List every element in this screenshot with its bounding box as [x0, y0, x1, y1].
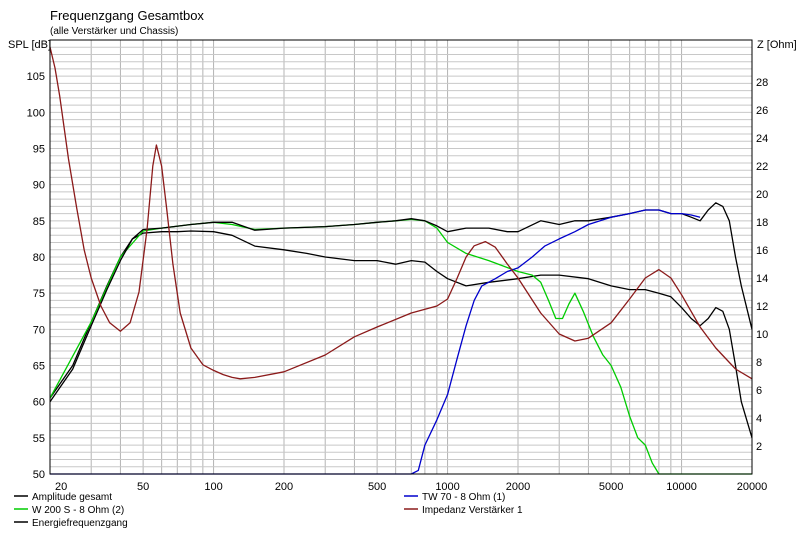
- y2-tick-label: 4: [756, 413, 762, 425]
- x-tick-label: 20: [55, 481, 67, 493]
- y-tick-label: 95: [33, 144, 45, 156]
- x-tick-label: 50: [137, 481, 149, 493]
- y-tick-label: 105: [27, 71, 45, 83]
- x-tick-label: 2000: [506, 481, 530, 493]
- x-tick-label: 1000: [435, 481, 459, 493]
- series-line-2: [49, 218, 752, 475]
- y2-tick-label: 2: [756, 441, 762, 453]
- x-tick-label: 200: [275, 481, 293, 493]
- y-tick-label: 100: [27, 107, 45, 119]
- series-line-4: [50, 209, 701, 475]
- legend-label: Impedanz Verstärker 1: [422, 505, 523, 516]
- y-tick-label: 55: [33, 433, 45, 445]
- y-tick-label: 75: [33, 288, 45, 300]
- y-tick-label: 70: [33, 324, 45, 336]
- x-tick-label: 500: [368, 481, 386, 493]
- y-tick-label: 80: [33, 252, 45, 264]
- x-tick-label: 100: [204, 481, 222, 493]
- y2-tick-label: 12: [756, 301, 768, 313]
- y2-tick-label: 26: [756, 105, 768, 117]
- axis-ticks: 20 50 100 200 500 1000 2000 5000 10000 20000 55 60 6…: [27, 71, 769, 493]
- y2-tick-label: 8: [756, 357, 762, 369]
- y-axis-label: SPL [dB]: [8, 39, 51, 51]
- series-line-1: [49, 230, 753, 438]
- y-tick-label: 60: [33, 397, 45, 409]
- series-line-5: [49, 46, 753, 380]
- plot-frame: [49, 39, 753, 475]
- series-lines: [49, 46, 753, 475]
- legend-label: Amplitude gesamt: [32, 492, 112, 503]
- x-tick-label: 10000: [666, 481, 697, 493]
- x-tick-label: 5000: [599, 481, 623, 493]
- x-tick-label: 20000: [737, 481, 768, 493]
- legend-label: Energiefrequenzgang: [32, 518, 128, 529]
- y2-tick-label: 10: [756, 329, 768, 341]
- y2-tick-label: 24: [756, 133, 768, 145]
- y2-tick-label: 6: [756, 385, 762, 397]
- y-tick-label: 90: [33, 180, 45, 192]
- legend-label: W 200 S - 8 Ohm (2): [32, 505, 124, 516]
- y2-tick-label: 28: [756, 77, 768, 89]
- y-tick-label: 65: [33, 361, 45, 373]
- legend: Amplitude gesamt W 200 S - 8 Ohm (2) Energ…: [14, 492, 523, 529]
- y2-tick-label: 20: [756, 189, 768, 201]
- y2-axis-label: Z [Ohm]: [757, 39, 797, 51]
- legend-label: TW 70 - 8 Ohm (1): [422, 492, 505, 503]
- grid: [49, 40, 753, 474]
- y2-tick-label: 18: [756, 217, 768, 229]
- y2-tick-label: 14: [756, 273, 768, 285]
- y2-tick-label: 22: [756, 161, 768, 173]
- series-line-3: [49, 202, 753, 403]
- chart-subtitle: (alle Verstärker und Chassis): [50, 26, 178, 37]
- y-tick-label: 85: [33, 216, 45, 228]
- y2-tick-label: 16: [756, 245, 768, 257]
- y-tick-label: 50: [33, 469, 45, 481]
- chart-title: Frequenzgang Gesamtbox: [50, 8, 204, 23]
